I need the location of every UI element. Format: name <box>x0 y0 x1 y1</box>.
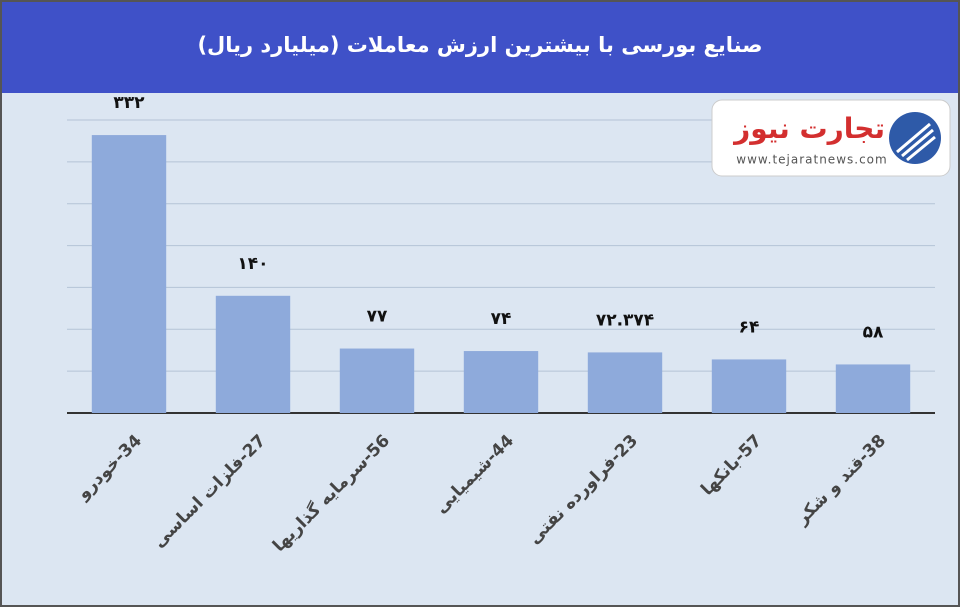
bar <box>587 352 663 413</box>
logo-box <box>711 99 951 177</box>
bar <box>711 359 787 413</box>
data-label: ۶۴ <box>739 317 760 337</box>
logo-url: www.tejaratnews.com <box>736 153 887 167</box>
data-label: ۷۷ <box>367 307 388 327</box>
logo-icon-lines <box>896 122 936 162</box>
logo-name: تجارت نیوز <box>732 112 885 145</box>
bar <box>463 351 539 413</box>
bar <box>835 364 911 413</box>
data-label: ۱۴۰ <box>237 254 268 274</box>
bar <box>91 135 167 413</box>
data-label: ۷۴ <box>491 309 512 329</box>
data-label: ۳۳۲ <box>113 93 145 113</box>
bar <box>339 348 415 413</box>
header <box>2 2 958 93</box>
chart-title: صنایع بورسی با بیشترین ارزش معاملات (میل… <box>197 33 762 57</box>
data-label: ۵۸ <box>863 322 884 342</box>
bar <box>215 295 291 413</box>
data-label: ۷۲.۳۷۴ <box>596 310 654 330</box>
logo: تجارت نیوز www.tejaratnews.com <box>711 99 951 177</box>
